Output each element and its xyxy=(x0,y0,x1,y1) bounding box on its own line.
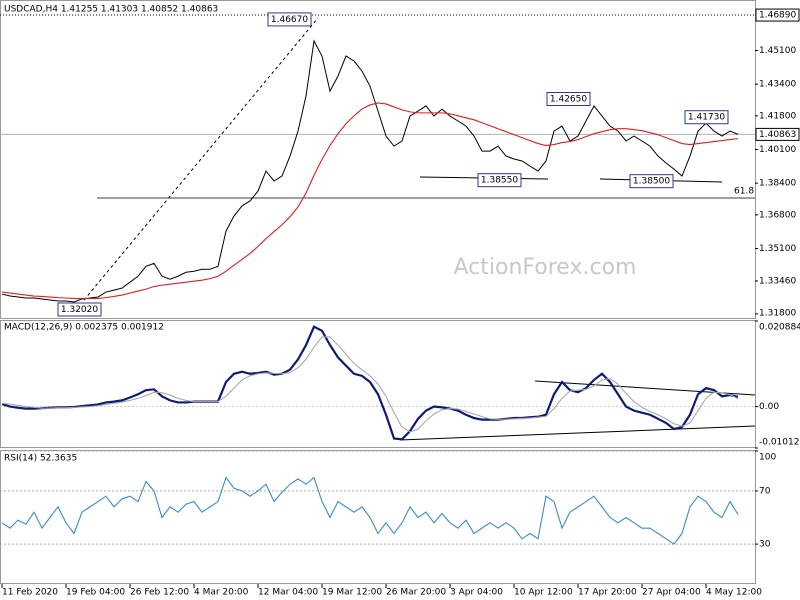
x-tick-label: 4 Mar 20:00 xyxy=(194,588,249,598)
annotation-box xyxy=(629,174,674,189)
price-box xyxy=(755,8,800,22)
price-panel xyxy=(0,0,756,319)
x-tick-label: 10 Apr 12:00 xyxy=(514,588,573,598)
watermark: ActionForex.com xyxy=(454,255,637,280)
y-tick-label: 1.38400 xyxy=(759,179,796,189)
y-tick-label: 0.020884 xyxy=(759,323,800,333)
annotation-box xyxy=(546,92,591,107)
fib-swing-line xyxy=(83,17,319,301)
series-line xyxy=(1,476,739,545)
rsi-panel xyxy=(0,450,756,584)
y-tick-label: 100 xyxy=(759,453,776,463)
high-line-label: 1.46890 xyxy=(759,11,796,21)
macd-title: MACD(12,26,9) 0.002375 0.001912 xyxy=(4,323,164,333)
x-tick-label: 12 Mar 04:00 xyxy=(258,588,318,598)
y-tick-label: 1.35100 xyxy=(759,244,796,254)
series-line xyxy=(1,102,739,300)
annotation-label: 1.41730 xyxy=(688,113,725,123)
y-tick-label: 0.00 xyxy=(759,402,779,412)
x-tick-label: 26 Mar 20:00 xyxy=(386,588,446,598)
annotation-label: 1.38500 xyxy=(633,177,670,187)
x-tick-label: 11 Feb 2020 xyxy=(2,588,58,598)
price-box xyxy=(755,127,800,141)
y-tick-label: 70 xyxy=(759,486,771,496)
y-tick-label: 1.41800 xyxy=(759,111,796,121)
x-tick-label: 17 Apr 20:00 xyxy=(578,588,637,598)
annotation-box xyxy=(477,173,522,188)
chart-title: USDCAD,H4 1.41255 1.41303 1.40852 1.4086… xyxy=(4,5,218,15)
last-price-label: 1.40863 xyxy=(759,130,796,140)
macd-panel xyxy=(0,320,756,448)
y-tick-label: 1.36800 xyxy=(759,210,796,220)
macd-trendline xyxy=(399,425,756,441)
y-tick-label: 1.33460 xyxy=(759,276,796,286)
annotation-label: 1.46670 xyxy=(271,15,308,25)
y-tick-label: 30 xyxy=(759,540,771,550)
series-line xyxy=(1,336,739,433)
x-tick-label: 3 Apr 04:00 xyxy=(450,588,503,598)
y-tick-label: 1.31800 xyxy=(759,309,796,319)
x-tick-label: 19 Mar 12:00 xyxy=(322,588,382,598)
annotation-label: 1.32020 xyxy=(61,305,98,315)
y-tick-label: 1.45100 xyxy=(759,46,796,56)
annotation-label: 1.38550 xyxy=(481,176,518,186)
x-tick-label: 4 May 12:00 xyxy=(706,588,762,598)
x-tick-label: 27 Apr 04:00 xyxy=(642,588,701,598)
annotation-label: 1.42650 xyxy=(550,95,587,105)
y-tick-label: 1.43400 xyxy=(759,80,796,90)
annotation-box xyxy=(57,302,102,317)
x-tick-label: 26 Feb 12:00 xyxy=(130,588,189,598)
annotation-box xyxy=(267,12,312,27)
fib-level-label: 61.8 xyxy=(734,187,754,197)
y-tick-label: 1.40100 xyxy=(759,145,796,155)
rsi-title: RSI(14) 52.3635 xyxy=(4,454,77,464)
x-tick-label: 19 Feb 04:00 xyxy=(66,588,125,598)
annotation-box xyxy=(684,110,729,125)
series-line xyxy=(1,325,739,441)
